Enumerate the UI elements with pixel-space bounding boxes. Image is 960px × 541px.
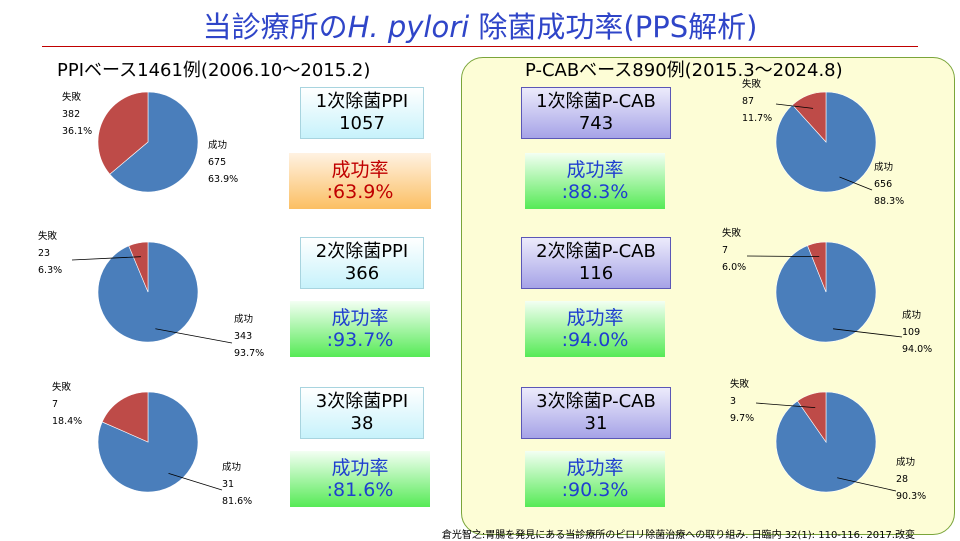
data-label-failure: 18.4% (52, 416, 82, 427)
pie-slice-failure (797, 391, 827, 443)
data-label-success: 成功 (222, 461, 241, 473)
data-label-failure: 3 (730, 396, 736, 407)
ppi-1st-label: 1次除菌PPI (315, 91, 409, 112)
rate-label: 成功率 (331, 307, 389, 329)
data-label-success: 成功 (208, 139, 227, 151)
data-label-success: 90.3% (896, 491, 926, 502)
pcab-2nd-count: 116 (578, 263, 614, 284)
ppi-1st-count: 1057 (339, 113, 385, 134)
data-label-failure: 失敗 (38, 230, 58, 242)
pcab-1st-label: 1次除菌P-CAB (536, 91, 656, 112)
data-label-failure: 11.7% (742, 113, 772, 124)
pcab-1st-rate: 成功率 :88.3% (525, 153, 665, 209)
title-divider (42, 46, 918, 47)
pie-slice-failure (807, 241, 827, 293)
ppi-3rd-box: 3次除菌PPI 38 (300, 387, 424, 439)
rate-label: 成功率 (331, 159, 389, 181)
pcab-3rd-label: 3次除菌P-CAB (536, 391, 656, 412)
ppi-2nd-count: 366 (344, 263, 380, 284)
rate-label: 成功率 (566, 457, 624, 479)
data-label-failure: 失敗 (52, 381, 72, 393)
rate-value: :94.0% (561, 329, 629, 351)
leader-line-failure (775, 103, 814, 109)
pcab-2nd-label: 2次除菌P-CAB (536, 241, 656, 262)
data-label-failure: 7 (722, 245, 728, 256)
ppi-2nd-label: 2次除菌PPI (315, 241, 409, 262)
pie-slice-failure (101, 391, 149, 443)
pcab-2nd-rate: 成功率 :94.0% (525, 301, 665, 357)
pcab-1st-box: 1次除菌P-CAB 743 (521, 87, 671, 139)
data-label-success: 675 (208, 157, 226, 168)
leader-line-success (155, 328, 233, 344)
data-label-success: 63.9% (208, 174, 238, 185)
data-label-failure: 失敗 (62, 91, 82, 103)
pcab-section-title: P-CABベース890例(2015.3～2024.8) (525, 60, 843, 81)
data-label-success: 成功 (234, 313, 253, 325)
rate-label: 成功率 (566, 159, 624, 181)
rate-label: 成功率 (331, 457, 389, 479)
data-label-success: 109 (902, 327, 920, 338)
data-label-failure: 失敗 (722, 227, 742, 239)
ppi-1st-rate: 成功率 :63.9% (289, 153, 431, 209)
pie-slice-failure (97, 91, 149, 175)
data-label-success: 94.0% (902, 344, 932, 355)
pcab-2nd-box: 2次除菌P-CAB 116 (521, 237, 671, 289)
rate-value: :63.9% (326, 181, 394, 203)
rate-value: :88.3% (561, 181, 629, 203)
rate-value: :81.6% (326, 479, 394, 501)
data-label-failure: 9.7% (730, 413, 754, 424)
ppi-3rd-rate: 成功率 :81.6% (290, 451, 430, 507)
data-label-success: 88.3% (874, 196, 904, 207)
leader-line-failure (746, 255, 820, 258)
data-label-success: 656 (874, 179, 892, 190)
pie-slice-success (109, 91, 199, 193)
leader-line-failure (71, 256, 141, 261)
data-label-failure: 87 (742, 96, 754, 107)
data-label-success: 28 (896, 474, 908, 485)
pcab-1st-count: 743 (578, 113, 614, 134)
pie-slice-failure (792, 91, 827, 143)
data-label-success: 81.6% (222, 496, 252, 507)
ppi-section-title: PPIベース1461例(2006.10～2015.2) (57, 60, 371, 81)
page-title: 当診療所のH. pylori 除菌成功率(PPS解析) (202, 10, 758, 44)
ppi-1st-box: 1次除菌PPI 1057 (300, 87, 424, 139)
data-label-failure: 6.3% (38, 265, 62, 276)
data-label-success: 成功 (896, 456, 915, 468)
data-label-success: 成功 (902, 309, 921, 321)
data-label-failure: 7 (52, 399, 58, 410)
leader-line-success (168, 473, 223, 491)
rate-value: :93.7% (326, 329, 394, 351)
data-label-failure: 失敗 (742, 78, 762, 90)
data-label-failure: 36.1% (62, 126, 92, 137)
data-label-failure: 382 (62, 109, 80, 120)
pcab-3rd-count: 31 (584, 413, 608, 434)
data-label-failure: 失敗 (730, 378, 750, 390)
pcab-3rd-box: 3次除菌P-CAB 31 (521, 387, 671, 439)
data-label-failure: 6.0% (722, 262, 746, 273)
ppi-2nd-rate: 成功率 :93.7% (290, 301, 430, 357)
pcab-3rd-rate: 成功率 :90.3% (525, 451, 665, 507)
data-label-success: 31 (222, 479, 234, 490)
data-label-success: 成功 (874, 161, 893, 173)
ppi-3rd-count: 38 (350, 413, 374, 434)
ppi-3rd-label: 3次除菌PPI (315, 391, 409, 412)
leader-line-success (833, 328, 903, 338)
leader-line-failure (755, 402, 816, 409)
leader-line-success (837, 477, 897, 492)
rate-label: 成功率 (566, 307, 624, 329)
rate-value: :90.3% (561, 479, 629, 501)
leader-line-success (839, 176, 873, 191)
pie-slice-failure (128, 241, 149, 293)
data-label-success: 343 (234, 331, 252, 342)
citation: 倉光智之:胃腸を発見にある当診療所のピロリ除菌治療への取り組み. 日臨内 32(… (441, 530, 915, 541)
data-label-success: 93.7% (234, 348, 264, 359)
ppi-2nd-box: 2次除菌PPI 366 (300, 237, 424, 289)
data-label-failure: 23 (38, 248, 50, 259)
